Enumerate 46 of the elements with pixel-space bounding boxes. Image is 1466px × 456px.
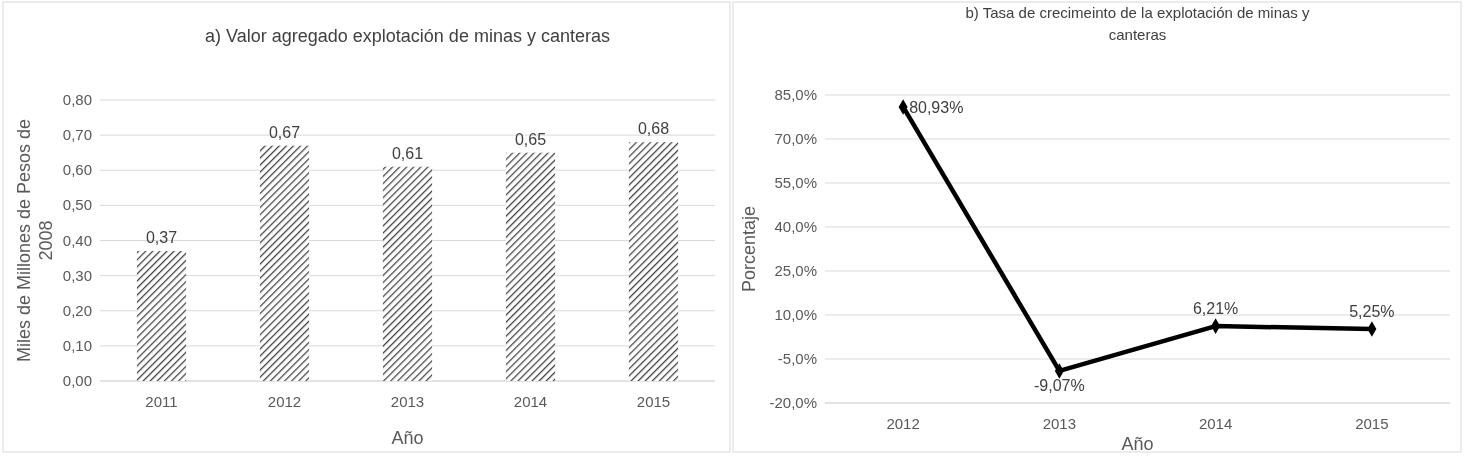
y-tick-label: 10,0% (774, 306, 817, 323)
x-axis-title: Año (1121, 434, 1154, 454)
bar (505, 152, 556, 381)
data-label: 6,21% (1192, 300, 1239, 318)
x-axis-title: Año (391, 428, 424, 448)
x-tick-label: 2011 (145, 393, 178, 410)
data-label: 0,61 (391, 144, 424, 162)
data-label: 80,93% (909, 98, 964, 116)
y-axis-title: Miles de Millones de Pesos de 2008 (14, 118, 56, 363)
y-tick-label: 0,30 (62, 266, 92, 284)
y-tick-label: 55,0% (774, 174, 817, 191)
data-label: 0,65 (514, 130, 547, 148)
y-tick-label: 0,00 (62, 372, 92, 389)
x-tick-label: 2012 (267, 393, 302, 410)
y-tick-label: -20,0% (769, 394, 817, 411)
data-label: 0,37 (145, 229, 178, 247)
data-label: -9,07% (1034, 376, 1085, 394)
y-tick-label: 0,80 (62, 91, 92, 108)
y-tick-label: 40,0% (774, 218, 817, 235)
y-tick-label: 0,20 (62, 301, 92, 319)
bar (136, 251, 187, 381)
chart-title: b) Tasa de crecimeinto de la explotación de minas y canteras (965, 4, 1311, 43)
y-axis-title: Porcentaje (739, 205, 759, 293)
x-tick-label: 2015 (1355, 415, 1389, 432)
x-tick-label: 2015 (636, 393, 671, 410)
y-tick-label: 85,0% (774, 86, 817, 103)
y-tick-label: -5,0% (777, 350, 817, 367)
data-label: 0,67 (268, 123, 301, 141)
bar (382, 166, 433, 381)
data-label: 5,25% (1349, 302, 1395, 320)
bar (628, 142, 679, 381)
data-label: 0,68 (637, 120, 670, 138)
bar (259, 145, 310, 381)
y-tick-label: 25,0% (774, 262, 817, 279)
x-tick-label: 2013 (1042, 415, 1077, 432)
y-tick-label: 0,40 (62, 231, 92, 249)
y-tick-label: 0,60 (62, 161, 92, 179)
chart-title: a) Valor agregado explotación de minas y canteras (205, 26, 610, 46)
y-tick-label: 0,50 (62, 196, 92, 214)
x-tick-label: 2012 (886, 415, 920, 432)
y-tick-label: 70,0% (774, 130, 817, 147)
x-tick-label: 2013 (390, 393, 425, 410)
x-tick-label: 2014 (513, 393, 548, 410)
y-tick-label: 0,70 (62, 126, 92, 144)
y-tick-label: 0,10 (62, 336, 92, 354)
x-tick-label: 2014 (1198, 415, 1233, 432)
